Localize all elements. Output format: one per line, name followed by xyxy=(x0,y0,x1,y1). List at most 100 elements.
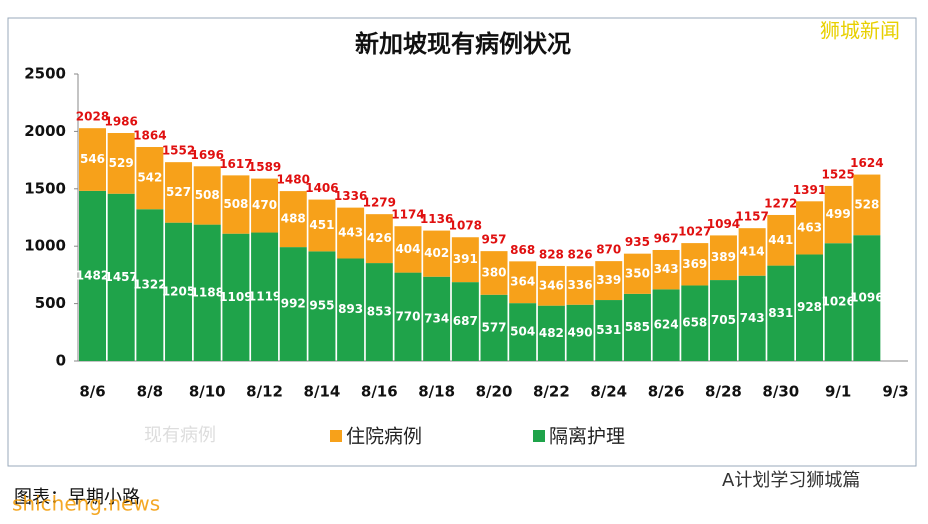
data-label: 380 xyxy=(481,265,506,279)
data-label: 482 xyxy=(539,326,564,340)
data-label: 1188 xyxy=(191,285,224,299)
data-label: 1457 xyxy=(104,270,137,284)
data-label: 391 xyxy=(453,252,478,266)
data-label: 527 xyxy=(166,185,191,199)
total-label: 1406 xyxy=(305,181,338,195)
bar-segment xyxy=(480,251,508,295)
data-label: 893 xyxy=(338,302,363,316)
bar-segment xyxy=(853,174,881,236)
total-label: 870 xyxy=(596,243,621,257)
bar-segment xyxy=(79,190,106,361)
bar-segment xyxy=(652,289,680,361)
chart-title: 新加坡现有病例状况 xyxy=(355,30,571,58)
data-label: 542 xyxy=(137,171,162,185)
data-label: 687 xyxy=(453,314,478,328)
total-label: 868 xyxy=(510,243,535,257)
bar-segment xyxy=(279,247,307,361)
y-tick-label: 500 xyxy=(35,294,66,312)
total-label: 1986 xyxy=(104,115,137,129)
bar-segment xyxy=(595,300,623,361)
x-tick-label: 8/14 xyxy=(304,383,341,401)
site: shicheng.news xyxy=(12,492,160,516)
total-label: 967 xyxy=(654,231,679,245)
bar-segment xyxy=(738,275,766,361)
legend-label: 隔离护理 xyxy=(549,426,625,448)
source: 图表：早期小路 xyxy=(14,487,140,508)
bar-segment xyxy=(824,243,852,361)
y-tick-label: 2000 xyxy=(24,122,66,140)
data-label: 624 xyxy=(654,318,679,332)
data-label: 336 xyxy=(568,278,593,292)
x-tick-label: 8/20 xyxy=(476,383,513,401)
total-label: 1525 xyxy=(821,167,854,181)
bar-segment xyxy=(509,303,537,361)
bar-segment xyxy=(451,237,479,283)
total-label: 1157 xyxy=(735,210,768,224)
data-label: 490 xyxy=(568,325,593,339)
data-label: 369 xyxy=(682,257,707,271)
data-label: 350 xyxy=(625,266,650,280)
data-label: 853 xyxy=(367,305,392,319)
data-label: 463 xyxy=(797,220,822,234)
data-label: 955 xyxy=(309,299,334,313)
account: A计划学习狮城篇 xyxy=(722,470,860,491)
total-label: 1617 xyxy=(219,157,252,171)
data-label: 546 xyxy=(80,152,105,166)
data-label: 992 xyxy=(281,297,306,311)
bar-segment xyxy=(824,185,852,244)
bar-segment xyxy=(423,276,451,361)
bar-segment xyxy=(853,235,881,361)
data-label: 441 xyxy=(768,233,793,247)
bar-segment xyxy=(767,214,795,266)
x-tick-label: 8/8 xyxy=(137,383,163,401)
total-label: 1027 xyxy=(678,225,711,239)
x-tick-label: 9/3 xyxy=(882,383,908,401)
bar-segment xyxy=(652,249,680,290)
bar-segment xyxy=(796,201,823,255)
bar-segment xyxy=(394,226,422,273)
data-label: 426 xyxy=(367,231,392,245)
total-label: 1078 xyxy=(449,219,482,233)
bar-segment xyxy=(107,193,135,361)
bar-segment xyxy=(337,258,365,361)
bar-segment xyxy=(308,199,336,252)
total-label: 1624 xyxy=(850,156,883,170)
watermark: 狮城新闻 xyxy=(820,19,900,43)
bar-segment xyxy=(681,285,709,361)
data-label: 402 xyxy=(424,246,449,260)
bar-segment xyxy=(566,304,594,361)
data-label: 528 xyxy=(854,197,879,211)
bar-segment xyxy=(566,266,594,305)
total-label: 1391 xyxy=(793,183,826,197)
bar-segment xyxy=(251,232,279,361)
bar-segment xyxy=(681,243,709,286)
bar-segment xyxy=(423,230,451,277)
total-label: 1696 xyxy=(191,148,224,162)
data-label: 389 xyxy=(711,250,736,264)
bar-segment xyxy=(394,272,422,361)
bar-segment xyxy=(709,235,737,281)
total-label: 1094 xyxy=(707,217,740,231)
bar-segment xyxy=(222,233,250,361)
data-label: 743 xyxy=(740,311,765,325)
bar-segment xyxy=(709,280,737,361)
total-label: 826 xyxy=(568,248,593,262)
bar-segment xyxy=(136,209,164,361)
x-tick-label: 8/24 xyxy=(590,383,627,401)
data-label: 443 xyxy=(338,226,363,240)
data-label: 470 xyxy=(252,198,277,212)
x-tick-label: 8/16 xyxy=(361,383,398,401)
bar-segment xyxy=(79,128,106,191)
bar-segment xyxy=(767,265,795,361)
data-label: 1119 xyxy=(248,289,281,303)
bar-segment xyxy=(251,178,279,233)
bar-segment xyxy=(595,261,623,301)
y-tick-label: 0 xyxy=(56,352,66,370)
data-label: 508 xyxy=(195,188,220,202)
total-label: 1864 xyxy=(133,129,166,143)
bar-segment xyxy=(365,263,393,361)
data-label: 585 xyxy=(625,320,650,334)
x-tick-label: 8/26 xyxy=(648,383,685,401)
data-label: 577 xyxy=(481,320,506,334)
